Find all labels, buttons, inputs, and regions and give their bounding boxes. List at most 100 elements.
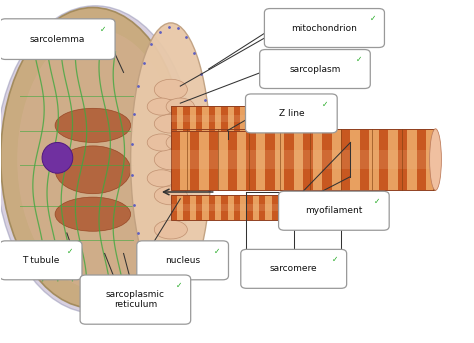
Text: mitochondrion: mitochondrion <box>292 24 357 33</box>
Bar <box>240 194 246 220</box>
Bar <box>171 115 284 122</box>
Text: T tubule: T tubule <box>22 256 60 265</box>
Bar <box>259 106 265 131</box>
Text: Z line: Z line <box>279 109 304 118</box>
Text: myofilament: myofilament <box>305 206 363 215</box>
Text: ✓: ✓ <box>322 100 328 109</box>
Bar <box>253 194 259 220</box>
Ellipse shape <box>17 30 178 289</box>
Ellipse shape <box>173 198 192 217</box>
Ellipse shape <box>155 186 187 205</box>
Bar <box>388 129 398 190</box>
Bar <box>171 129 436 190</box>
Bar <box>183 106 190 131</box>
Bar <box>218 129 228 190</box>
Bar <box>190 194 196 220</box>
FancyBboxPatch shape <box>137 241 228 280</box>
Ellipse shape <box>429 129 441 190</box>
Bar <box>350 129 360 190</box>
Ellipse shape <box>0 6 194 313</box>
Text: ✓: ✓ <box>332 255 338 264</box>
Bar <box>177 194 183 220</box>
Bar <box>284 129 294 190</box>
FancyBboxPatch shape <box>279 191 389 230</box>
Bar <box>190 106 196 131</box>
Bar <box>272 194 278 220</box>
Bar <box>196 106 202 131</box>
Bar <box>379 129 388 190</box>
Bar <box>278 194 284 220</box>
Text: sarcoplasm: sarcoplasm <box>289 64 341 73</box>
Bar <box>417 129 426 190</box>
Ellipse shape <box>55 108 131 142</box>
Bar <box>221 106 228 131</box>
Bar <box>246 106 253 131</box>
Bar <box>294 129 303 190</box>
Ellipse shape <box>42 142 73 173</box>
Text: ✓: ✓ <box>356 55 362 64</box>
Bar <box>265 106 272 131</box>
Bar <box>234 194 240 220</box>
Ellipse shape <box>147 170 175 187</box>
Bar <box>303 129 313 190</box>
FancyBboxPatch shape <box>246 94 337 133</box>
Bar <box>398 129 407 190</box>
Bar <box>228 194 234 220</box>
Ellipse shape <box>155 114 187 133</box>
Bar <box>171 106 177 131</box>
Bar <box>360 129 369 190</box>
FancyBboxPatch shape <box>80 275 191 324</box>
Bar <box>171 194 177 220</box>
Bar <box>171 129 180 190</box>
Bar <box>313 129 322 190</box>
Bar <box>190 129 199 190</box>
Bar <box>275 129 284 190</box>
Bar <box>209 194 215 220</box>
Bar <box>221 194 228 220</box>
Ellipse shape <box>55 146 131 194</box>
Bar <box>246 194 253 220</box>
Bar <box>180 129 190 190</box>
Bar <box>171 194 284 220</box>
Bar <box>278 106 284 131</box>
Bar <box>322 129 331 190</box>
Bar <box>246 129 256 190</box>
Bar <box>237 129 246 190</box>
Bar <box>183 194 190 220</box>
Ellipse shape <box>278 106 290 131</box>
Bar <box>256 129 265 190</box>
Bar <box>265 129 275 190</box>
Ellipse shape <box>155 79 187 100</box>
Ellipse shape <box>166 134 194 151</box>
Ellipse shape <box>55 197 131 231</box>
Text: ✓: ✓ <box>374 197 381 206</box>
Bar <box>259 194 265 220</box>
Ellipse shape <box>278 194 290 220</box>
Bar <box>215 194 221 220</box>
FancyBboxPatch shape <box>264 9 384 47</box>
Ellipse shape <box>131 23 211 296</box>
Text: nucleus: nucleus <box>165 256 200 265</box>
Bar <box>199 129 209 190</box>
Text: sarcolemma: sarcolemma <box>30 35 85 44</box>
Bar <box>369 129 379 190</box>
Bar <box>265 194 272 220</box>
Text: sarcomere: sarcomere <box>270 264 318 273</box>
Ellipse shape <box>147 98 175 115</box>
Bar <box>272 106 278 131</box>
Bar <box>253 106 259 131</box>
Bar <box>240 106 246 131</box>
Text: sarcoplasmic
reticulum: sarcoplasmic reticulum <box>106 290 165 309</box>
Bar <box>209 106 215 131</box>
FancyBboxPatch shape <box>0 241 82 280</box>
Bar <box>228 129 237 190</box>
Bar <box>171 203 284 211</box>
Bar <box>228 106 234 131</box>
Bar <box>426 129 436 190</box>
Bar <box>177 106 183 131</box>
Bar <box>202 106 209 131</box>
FancyBboxPatch shape <box>241 249 346 288</box>
Ellipse shape <box>155 149 187 170</box>
Bar <box>209 129 218 190</box>
FancyBboxPatch shape <box>0 19 115 59</box>
